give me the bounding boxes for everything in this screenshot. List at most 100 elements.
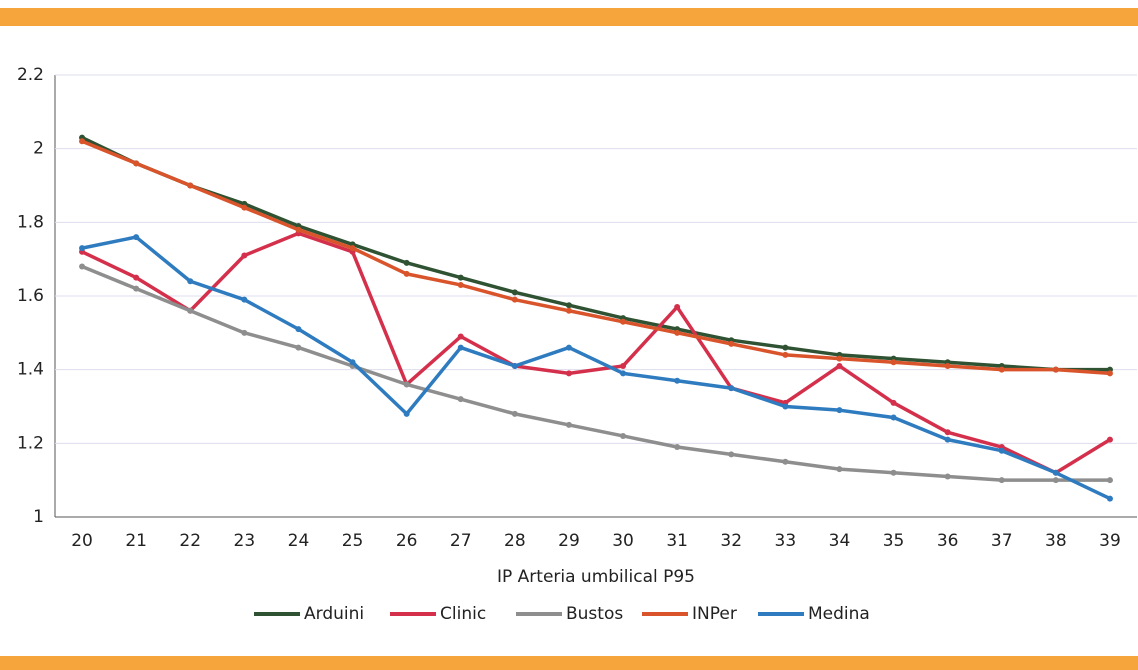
x-tick-label: 26 xyxy=(396,531,418,551)
y-tick-label: 1.4 xyxy=(17,360,44,380)
data-point xyxy=(944,436,951,443)
data-point xyxy=(1106,477,1113,484)
y-tick-label: 1 xyxy=(33,507,44,527)
data-point xyxy=(1106,370,1113,377)
data-point xyxy=(1052,477,1059,484)
legend-label: INPer xyxy=(692,604,737,624)
data-point xyxy=(457,281,464,288)
x-tick-label: 29 xyxy=(558,531,580,551)
data-point xyxy=(890,469,897,476)
data-point xyxy=(133,274,140,281)
data-point xyxy=(836,407,843,414)
legend-label: Arduini xyxy=(304,604,364,624)
data-point xyxy=(349,245,356,252)
x-tick-label: 21 xyxy=(125,531,147,551)
data-point xyxy=(1106,436,1113,443)
x-tick-label: 30 xyxy=(612,531,634,551)
data-point xyxy=(187,182,194,189)
data-point xyxy=(511,362,518,369)
data-point xyxy=(403,381,410,388)
y-tick-label: 2 xyxy=(33,139,44,159)
data-point xyxy=(295,226,302,233)
data-point xyxy=(674,304,681,311)
data-point xyxy=(79,138,86,145)
data-point xyxy=(728,340,735,347)
data-point xyxy=(565,302,572,309)
legend-label: Bustos xyxy=(566,604,623,624)
data-point xyxy=(620,370,627,377)
x-tick-label: 25 xyxy=(342,531,364,551)
data-point xyxy=(457,333,464,340)
data-point xyxy=(728,385,735,392)
data-point xyxy=(511,410,518,417)
data-point xyxy=(241,204,248,211)
data-point xyxy=(403,410,410,417)
data-point xyxy=(511,289,518,296)
data-point xyxy=(728,451,735,458)
legend-label: Medina xyxy=(808,604,870,624)
y-tick-label: 1.2 xyxy=(17,433,44,453)
data-point xyxy=(457,344,464,351)
x-tick-label: 39 xyxy=(1099,531,1121,551)
data-point xyxy=(565,370,572,377)
series-line xyxy=(81,231,1111,475)
y-tick-label: 1.6 xyxy=(17,286,44,306)
data-point xyxy=(457,396,464,403)
data-point xyxy=(998,477,1005,484)
data-point xyxy=(674,444,681,451)
data-point xyxy=(782,344,789,351)
data-point xyxy=(295,344,302,351)
x-tick-label: 22 xyxy=(179,531,201,551)
data-point xyxy=(187,307,194,314)
x-tick-label: 31 xyxy=(666,531,688,551)
data-point xyxy=(457,274,464,281)
data-point xyxy=(241,252,248,259)
data-point xyxy=(295,326,302,333)
x-tick-label: 28 xyxy=(504,531,526,551)
data-point xyxy=(674,377,681,384)
x-tick-label: 27 xyxy=(450,531,472,551)
data-point xyxy=(403,270,410,277)
data-point xyxy=(890,414,897,421)
x-tick-label: 38 xyxy=(1045,531,1067,551)
series-line xyxy=(81,139,1111,376)
legend-label: Clinic xyxy=(440,604,486,624)
data-point xyxy=(187,278,194,285)
data-point xyxy=(511,296,518,303)
data-point xyxy=(620,432,627,439)
data-point xyxy=(1106,495,1113,502)
data-point xyxy=(890,359,897,366)
data-point xyxy=(782,458,789,465)
data-point xyxy=(944,362,951,369)
x-tick-label: 36 xyxy=(937,531,959,551)
data-point xyxy=(403,259,410,266)
data-point xyxy=(998,447,1005,454)
data-point xyxy=(79,263,86,270)
x-tick-label: 33 xyxy=(775,531,797,551)
y-tick-label: 1.8 xyxy=(17,212,44,232)
x-tick-label: 23 xyxy=(234,531,256,551)
series-line xyxy=(81,264,1110,482)
x-tick-label: 20 xyxy=(71,531,93,551)
data-point xyxy=(782,351,789,358)
data-point xyxy=(565,421,572,428)
data-point xyxy=(944,473,951,480)
data-point xyxy=(782,403,789,410)
data-point xyxy=(565,344,572,351)
x-tick-label: 35 xyxy=(883,531,905,551)
data-point xyxy=(241,296,248,303)
data-point xyxy=(565,307,572,314)
data-point xyxy=(836,355,843,362)
series-line xyxy=(81,235,1111,501)
x-tick-label: 24 xyxy=(288,531,310,551)
data-point xyxy=(836,466,843,473)
data-point xyxy=(1052,469,1059,476)
top-band xyxy=(0,8,1138,26)
data-point xyxy=(890,399,897,406)
data-point xyxy=(998,366,1005,373)
data-point xyxy=(944,429,951,436)
data-point xyxy=(674,329,681,336)
x-tick-label: 37 xyxy=(991,531,1013,551)
data-point xyxy=(79,245,86,252)
